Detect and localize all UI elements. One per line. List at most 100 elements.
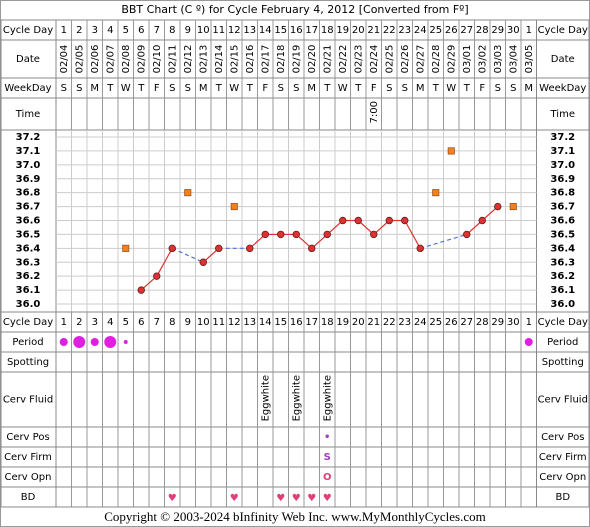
cycle-day-label: 2 [76, 25, 82, 36]
date-label: 02/15 [229, 45, 240, 74]
date-label: 02/24 [369, 45, 380, 74]
row-label: Spotting [7, 357, 49, 368]
bd-heart: ♥ [230, 493, 239, 504]
row-label: WeekDay [4, 83, 51, 94]
cycle-day-label: 27 [460, 317, 473, 328]
weekday-label: S [169, 83, 175, 94]
y-tick-label: 37.1 [550, 146, 575, 157]
row-label: Cerv Opn [539, 472, 586, 483]
temperature-point [168, 244, 176, 253]
cycle-day-label: 1 [526, 317, 532, 328]
cycle-day-label: 4 [107, 25, 113, 36]
weekday-label: T [246, 83, 254, 94]
y-tick-label: 36.3 [16, 257, 41, 268]
temperature-point [478, 216, 486, 225]
cycle-day-label: 22 [383, 317, 396, 328]
y-tick-label: 36.4 [16, 243, 41, 254]
date-label: 02/16 [245, 45, 256, 74]
row-label: Cycle Day [538, 317, 588, 328]
date-label: 02/21 [322, 45, 333, 74]
y-tick-label: 37.2 [16, 132, 41, 143]
temperature-point [292, 230, 300, 239]
cycle-day-label: 29 [491, 25, 504, 36]
weekday-label: S [293, 83, 299, 94]
temperature-point [246, 244, 254, 253]
row-label: Cerv Fluid [3, 395, 53, 406]
row-label: Cerv Pos [541, 432, 584, 443]
cycle-day-label: 14 [259, 317, 272, 328]
discarded-temperature [509, 203, 517, 211]
bd-heart: ♥ [307, 493, 316, 504]
y-tick-label: 37.0 [16, 160, 41, 171]
date-label: 02/28 [431, 45, 442, 74]
date-label: 03/05 [524, 45, 535, 74]
y-tick-label: 36.5 [550, 229, 575, 240]
weekday-label: T [463, 83, 471, 94]
cycle-day-label: 13 [243, 25, 256, 36]
cycle-day-label: 30 [507, 317, 520, 328]
cycle-day-label: 12 [228, 25, 241, 36]
temperature-point [370, 230, 378, 239]
bd-heart: ♥ [292, 493, 301, 504]
weekday-label: W [338, 83, 348, 94]
cycle-day-label: 28 [476, 25, 489, 36]
weekday-label: F [371, 83, 377, 94]
y-tick-label: 36.2 [16, 271, 41, 282]
discarded-temperature [230, 203, 238, 211]
y-tick-label: 36.0 [16, 299, 41, 310]
row-label: Period [12, 337, 43, 348]
temperature-point [401, 216, 409, 225]
weekday-label: S [386, 83, 392, 94]
cycle-day-label: 15 [274, 25, 287, 36]
cycle-day-label: 26 [445, 317, 458, 328]
cycle-day-label: 23 [398, 317, 411, 328]
cycle-day-label: 1 [61, 25, 67, 36]
date-label: 03/03 [493, 45, 504, 74]
date-label: 03/04 [508, 45, 519, 74]
weekday-label: T [215, 83, 223, 94]
date-label: 02/22 [338, 45, 349, 74]
weekday-label: M [524, 83, 533, 94]
cycle-day-label: 16 [290, 317, 303, 328]
date-label: 02/18 [276, 45, 287, 74]
cycle-day-label: 10 [197, 25, 210, 36]
cycle-day-label: 3 [92, 25, 98, 36]
y-tick-label: 36.6 [550, 216, 575, 227]
cycle-day-label: 11 [212, 25, 225, 36]
cycle-day-label: 9 [185, 25, 191, 36]
weekday-label: T [106, 83, 114, 94]
y-tick-label: 36.3 [550, 257, 575, 268]
date-label: 03/01 [462, 45, 473, 74]
cycle-day-label: 5 [123, 25, 129, 36]
y-tick-label: 36.2 [550, 271, 575, 282]
cerv-pos-mark: • [324, 432, 330, 443]
row-label: BD [21, 492, 36, 503]
cycle-day-label: 6 [138, 317, 144, 328]
y-tick-label: 36.7 [16, 202, 41, 213]
cerv-fluid-label: Eggwhite [291, 375, 302, 421]
y-tick-label: 36.1 [16, 285, 41, 296]
cycle-day-label: 27 [460, 25, 473, 36]
row-label: Period [547, 337, 578, 348]
bd-heart: ♥ [168, 493, 177, 504]
weekday-label: S [185, 83, 191, 94]
date-label: 02/29 [446, 45, 457, 74]
temperature-point [308, 244, 316, 253]
cycle-day-label: 8 [169, 317, 175, 328]
cycle-day-label: 6 [138, 25, 144, 36]
cycle-day-label: 20 [352, 317, 365, 328]
y-tick-label: 36.5 [16, 229, 41, 240]
cycle-day-label: 1 [61, 317, 67, 328]
row-label: Cerv Fluid [538, 395, 588, 406]
temperature-point [416, 244, 424, 253]
row-label: Cycle Day [3, 317, 53, 328]
temperature-point [137, 286, 145, 294]
cerv-fluid-label: Eggwhite [322, 375, 333, 421]
discarded-temperature [184, 189, 192, 197]
cycle-day-label: 5 [123, 317, 129, 328]
cycle-day-label: 16 [290, 25, 303, 36]
period-mark [73, 336, 86, 348]
row-label: Cerv Opn [5, 472, 52, 483]
cycle-day-label: 25 [429, 317, 442, 328]
